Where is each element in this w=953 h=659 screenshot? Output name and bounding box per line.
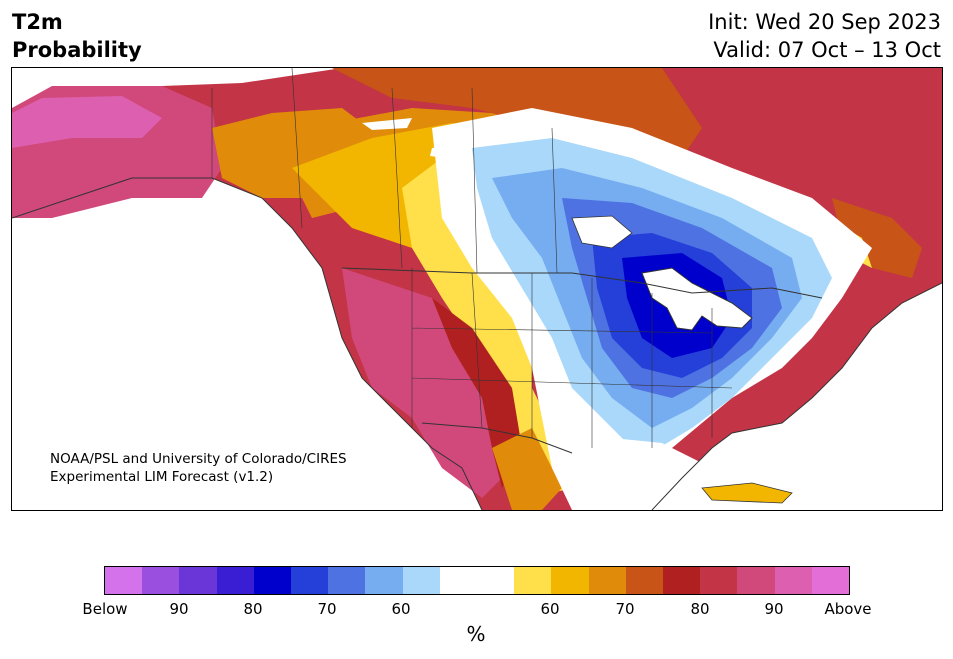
arctic-ice-2	[430, 146, 452, 158]
tick-above-90: 90	[764, 600, 784, 618]
colorbar-cell	[328, 567, 366, 594]
credit-line-2: Experimental LIM Forecast (v1.2)	[50, 469, 274, 485]
colorbar-cell	[179, 567, 217, 594]
coastline-east	[651, 282, 942, 510]
product-label: Probability	[12, 38, 142, 62]
colorbar-cell	[477, 567, 515, 594]
great-lakes	[641, 267, 753, 331]
east-canada-70	[832, 198, 922, 278]
southwest-90	[342, 268, 512, 498]
alaska-above	[12, 96, 162, 148]
coastline-west	[12, 177, 483, 510]
colorbar-cell	[253, 567, 292, 594]
mexico-70	[492, 428, 562, 510]
state-lines	[411, 268, 733, 448]
colorbar-cell	[737, 567, 775, 594]
init-date: Init: Wed 20 Sep 2023	[708, 10, 941, 34]
us-mexico-border	[421, 422, 573, 454]
colorbar-cell	[142, 567, 180, 594]
variable-label: T2m	[12, 10, 63, 34]
data-credit: NOAA/PSL and University of Colorado/CIRE…	[50, 450, 347, 486]
colorbar-cell	[700, 567, 738, 594]
colorbar-cell	[105, 567, 143, 594]
colorbar-cell	[365, 567, 403, 594]
colorbar-cell	[625, 567, 664, 594]
colorbar-cell	[216, 567, 254, 594]
colorbar-cell	[514, 567, 552, 594]
colorbar-cell	[811, 567, 850, 594]
tick-below: Below	[82, 600, 128, 618]
map-canvas	[12, 68, 942, 510]
colorbar-cell	[774, 567, 812, 594]
arctic-ice-1	[362, 118, 412, 130]
map-title: T2m Probability	[12, 8, 142, 64]
colorbar-unit: %	[466, 622, 486, 646]
colorbar-cell	[663, 567, 701, 594]
tick-above: Above	[824, 600, 872, 618]
tick-above-80: 80	[690, 600, 710, 618]
rockies-80	[432, 298, 522, 488]
caribbean	[701, 482, 793, 504]
colorbar	[104, 566, 850, 595]
borders	[12, 68, 942, 510]
tick-above-60: 60	[540, 600, 560, 618]
tick-below-60: 60	[391, 600, 411, 618]
valid-period: Valid: 07 Oct – 13 Oct	[713, 38, 941, 62]
colorbar-cell	[551, 567, 589, 594]
tick-below-80: 80	[243, 600, 263, 618]
tick-below-70: 70	[317, 600, 337, 618]
colorbar-cell	[291, 567, 329, 594]
province-lines	[211, 68, 558, 274]
hudson-bay	[571, 215, 633, 249]
tick-below-90: 90	[169, 600, 189, 618]
colorbar-cell	[588, 567, 626, 594]
forecast-dates: Init: Wed 20 Sep 2023 Valid: 07 Oct – 13…	[708, 8, 941, 64]
tick-above-70: 70	[615, 600, 635, 618]
colorbar-cell	[439, 567, 478, 594]
probability-map[interactable]: NOAA/PSL and University of Colorado/CIRE…	[11, 67, 943, 511]
credit-line-1: NOAA/PSL and University of Colorado/CIRE…	[50, 451, 347, 467]
colorbar-cell	[402, 567, 440, 594]
